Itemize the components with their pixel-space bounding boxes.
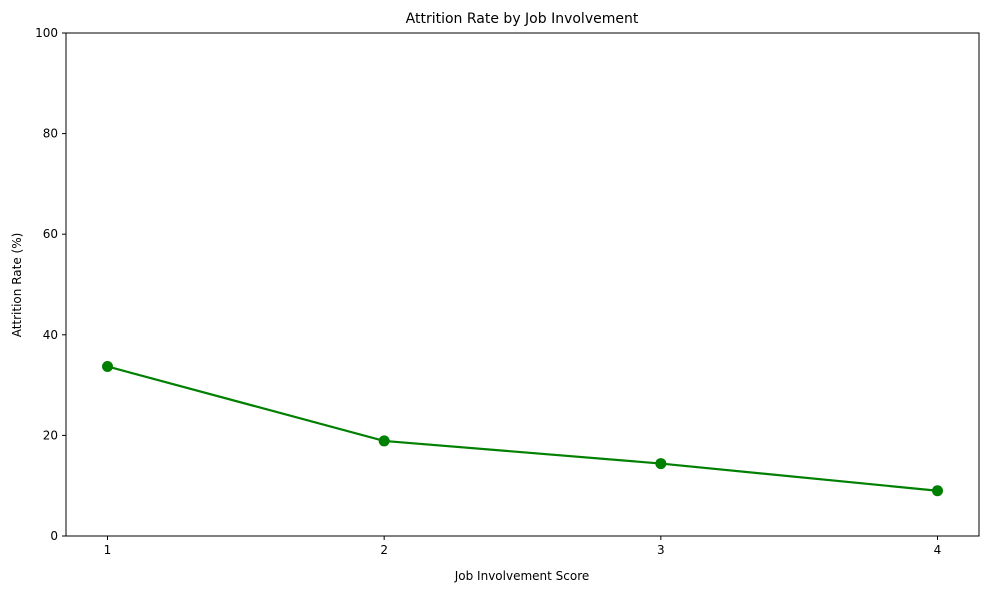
x-tick-label: 2 [380, 543, 388, 557]
series-line [107, 365, 938, 492]
y-tick-label: 0 [50, 529, 58, 543]
data-point [378, 435, 390, 447]
y-tick-label: 100 [35, 26, 58, 40]
y-tick-label: 20 [43, 428, 58, 442]
data-point [932, 485, 943, 497]
y-axis-label: Attrition Rate (%) [10, 233, 24, 338]
series-layer [102, 360, 943, 497]
x-tick-label: 4 [934, 543, 942, 557]
chart-title: Attrition Rate by Job Involvement [406, 11, 639, 27]
x-axis: 1 2 3 4 [104, 536, 942, 557]
x-tick-label: 3 [657, 543, 665, 557]
y-axis: 0 20 40 60 80 100 [35, 26, 66, 543]
data-point [655, 458, 667, 470]
x-axis-label: Job Involvement Score [454, 569, 590, 583]
y-tick-label: 80 [43, 127, 58, 141]
data-point [102, 360, 113, 372]
plot-area [65, 32, 980, 537]
y-tick-label: 40 [43, 328, 58, 342]
x-tick-label: 1 [104, 543, 112, 557]
y-tick-label: 60 [43, 227, 58, 241]
